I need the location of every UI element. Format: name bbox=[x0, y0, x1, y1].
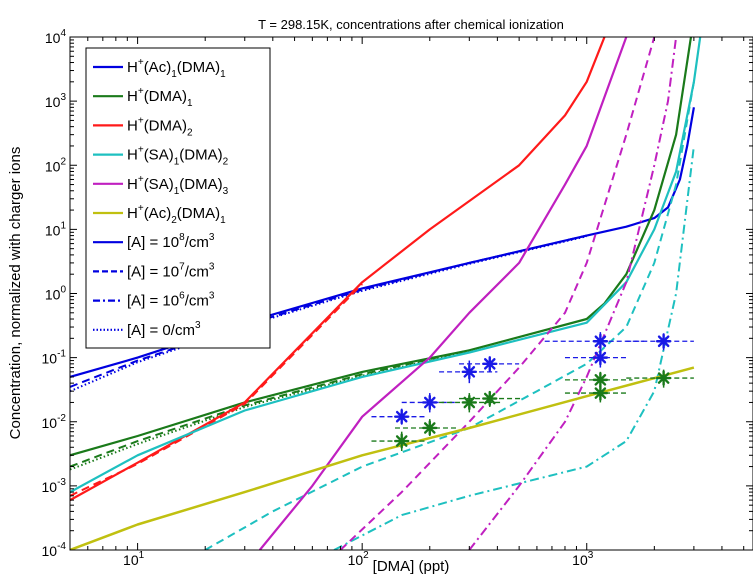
series-line-10 bbox=[333, 145, 695, 550]
legend: H+(Ac)1(DMA)1 H+(DMA)1 H+(DMA)2 H+(SA)1(DMA… bbox=[85, 47, 271, 349]
data-point-green-3 bbox=[482, 390, 498, 407]
data-point-blue-0 bbox=[394, 408, 410, 425]
series-line-5 bbox=[70, 350, 470, 471]
series-line-4 bbox=[70, 349, 470, 468]
series-line-9 bbox=[204, 81, 695, 550]
y-tick-label-0: 10-4 bbox=[42, 541, 67, 559]
legend-label-2: H+(DMA)2 bbox=[127, 115, 193, 138]
y-tick-label-2: 10-2 bbox=[42, 413, 67, 431]
chart-title: T = 298.15K, concentrations after chemic… bbox=[258, 17, 564, 32]
data-point-green-0 bbox=[394, 433, 410, 449]
data-point-blue-5 bbox=[592, 333, 609, 349]
series-line-13 bbox=[468, 37, 678, 550]
model-curves bbox=[70, 37, 702, 550]
measurement-markers bbox=[394, 333, 672, 449]
series-line-8 bbox=[70, 37, 702, 494]
axis-tick-labels: 101 102 103 10-4 10-3 10-2 10-1 100 101 102 103 104 bbox=[42, 28, 594, 568]
legend-label-7: [A] = 107/cm3 bbox=[127, 261, 215, 280]
axis-ticks bbox=[69, 36, 753, 551]
y-tick-label-7: 103 bbox=[45, 92, 67, 110]
data-point-green-5 bbox=[592, 372, 609, 388]
data-point-blue-2 bbox=[461, 364, 478, 380]
legend-label-4: H+(SA)1(DMA)3 bbox=[127, 174, 229, 197]
y-tick-label-3: 10-1 bbox=[42, 349, 67, 367]
data-point-green-2 bbox=[461, 394, 478, 411]
data-point-blue-4 bbox=[592, 349, 609, 366]
y-tick-label-8: 104 bbox=[45, 28, 67, 46]
x-tick-label-1: 102 bbox=[348, 550, 370, 568]
legend-box bbox=[85, 47, 271, 349]
data-point-green-4 bbox=[592, 385, 609, 401]
data-point-green-6 bbox=[655, 370, 672, 386]
data-point-blue-3 bbox=[482, 356, 498, 372]
x-axis-label: [DMA] (ppt) bbox=[373, 558, 450, 575]
legend-label-5: H+(Ac)2(DMA)1 bbox=[127, 203, 226, 226]
legend-label-3: H+(SA)1(DMA)2 bbox=[127, 145, 229, 168]
data-point-green-1 bbox=[422, 420, 438, 436]
x-tick-label-0: 101 bbox=[123, 550, 145, 568]
y-tick-label-4: 100 bbox=[45, 285, 67, 303]
y-tick-label-6: 102 bbox=[45, 156, 67, 174]
series-line-14 bbox=[70, 366, 695, 550]
data-point-blue-1 bbox=[422, 394, 438, 411]
y-axis-label: Concentration, normalized with charger i… bbox=[7, 147, 24, 440]
series-line-12 bbox=[339, 37, 656, 550]
legend-label-9: [A] = 0/cm3 bbox=[127, 320, 201, 339]
legend-label-6: [A] = 108/cm3 bbox=[127, 232, 215, 251]
series-line-11 bbox=[258, 37, 628, 550]
series-line-2 bbox=[70, 235, 587, 393]
y-tick-label-5: 101 bbox=[45, 220, 67, 238]
y-tick-label-1: 10-3 bbox=[42, 477, 67, 495]
x-tick-label-2: 103 bbox=[572, 550, 594, 568]
series-line-3 bbox=[70, 37, 693, 457]
legend-label-1: H+(DMA)1 bbox=[127, 86, 193, 109]
legend-label-0: H+(Ac)1(DMA)1 bbox=[127, 57, 226, 80]
data-point-blue-6 bbox=[655, 333, 672, 349]
legend-label-8: [A] = 106/cm3 bbox=[127, 291, 215, 310]
series-line-6 bbox=[70, 37, 606, 502]
